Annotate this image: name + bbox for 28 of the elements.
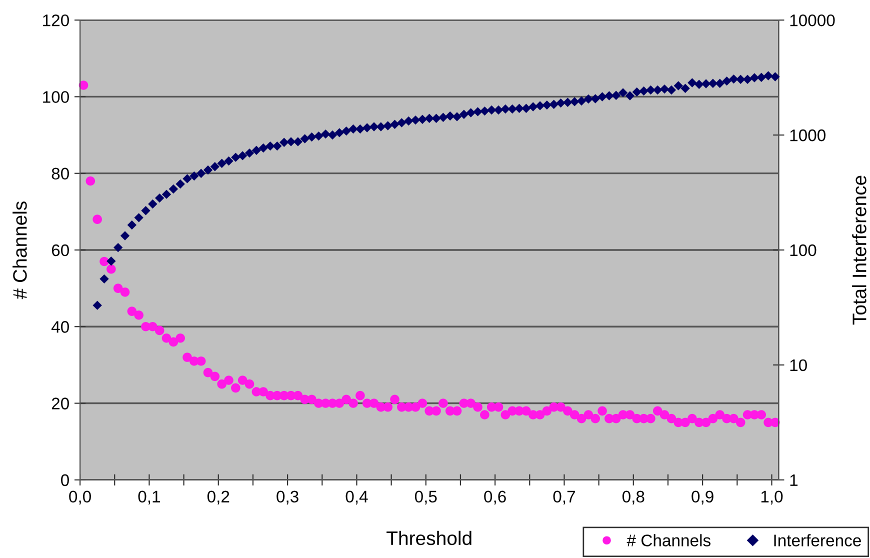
y2-tick-label: 100 [790, 244, 816, 256]
x-tick-label: 0,9 [692, 490, 714, 505]
y2-tick-label: 1000 [790, 129, 826, 142]
y2-tick-label: 1 [790, 474, 798, 486]
x-tick-label: 0,0 [69, 490, 91, 505]
y2-axis-title: Total Interference [852, 176, 866, 325]
x-axis-title: Threshold [386, 530, 472, 546]
x-tick-label: 0,1 [138, 490, 160, 505]
y-tick-label: 40 [51, 321, 69, 333]
legend-label: # Channels [626, 534, 710, 546]
x-tick-label: 0,2 [207, 490, 230, 505]
x-tick-label: 0,3 [276, 490, 298, 505]
y-tick-label: 0 [61, 474, 69, 486]
y-tick-label: 100 [43, 91, 69, 103]
legend-label: Interference [774, 534, 861, 546]
y-tick-label: 60 [52, 244, 69, 256]
y2-tick-label: 10 [790, 359, 807, 372]
x-tick-label: 1,0 [761, 490, 783, 505]
y-axis-title: # Channels [12, 201, 27, 300]
y-tick-label: 120 [43, 14, 69, 26]
x-tick-label: 0,5 [414, 490, 437, 505]
x-tick-label: 0,6 [484, 490, 506, 505]
x-tick-label: 0,8 [622, 490, 644, 505]
y2-tick-label: 10000 [790, 14, 835, 26]
x-tick-label: 0,4 [346, 490, 368, 505]
y-tick-label: 20 [52, 398, 69, 410]
y-tick-label: 80 [52, 168, 69, 180]
x-tick-label: 0,7 [553, 490, 575, 505]
